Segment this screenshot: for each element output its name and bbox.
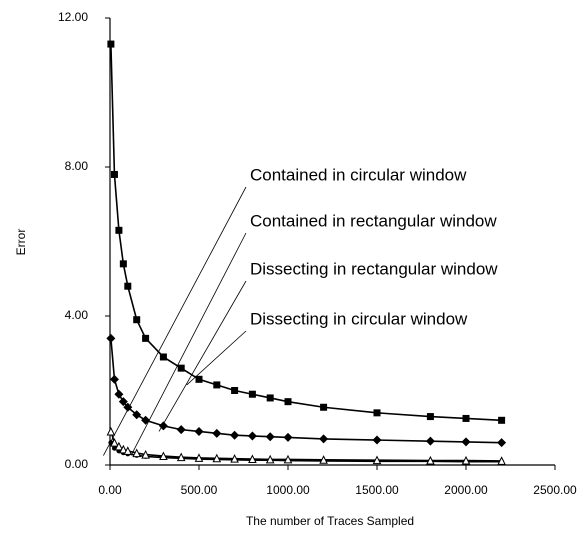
x-tick-label: 500.00	[181, 483, 218, 497]
marker	[461, 437, 471, 447]
marker	[425, 436, 435, 446]
marker	[132, 410, 142, 420]
marker	[461, 455, 471, 465]
marker	[106, 426, 116, 436]
marker	[194, 453, 204, 462]
marker	[230, 454, 239, 463]
marker	[212, 428, 222, 438]
leader-line	[130, 232, 247, 456]
marker	[372, 455, 382, 465]
marker	[110, 438, 119, 447]
marker	[265, 432, 275, 442]
marker	[284, 398, 292, 406]
marker	[319, 455, 328, 464]
y-axis-label: Error	[14, 229, 28, 256]
marker	[212, 453, 222, 463]
marker	[497, 438, 507, 448]
x-tick-label: 2000.00	[444, 483, 488, 497]
leader-line	[158, 280, 247, 432]
marker	[177, 364, 185, 372]
marker	[426, 455, 435, 465]
marker	[248, 454, 257, 464]
x-axis-label: The number of Traces Sampled	[246, 514, 414, 528]
marker	[106, 333, 116, 343]
marker	[265, 454, 275, 464]
marker	[247, 431, 257, 441]
marker	[142, 334, 150, 342]
marker	[176, 425, 186, 435]
marker	[372, 435, 382, 445]
marker	[159, 451, 168, 461]
y-tick-label: 4.00	[65, 308, 89, 322]
marker	[132, 448, 142, 458]
marker	[141, 415, 151, 425]
marker	[498, 416, 506, 424]
y-tick-label: 12.00	[58, 10, 88, 24]
y-tick-label: 8.00	[65, 159, 89, 173]
marker	[115, 226, 123, 234]
marker	[283, 454, 293, 464]
fit-line	[110, 442, 502, 463]
marker	[248, 390, 256, 398]
marker	[107, 40, 115, 48]
marker	[462, 414, 470, 422]
x-tick-label: 1500.00	[355, 483, 399, 497]
fit-line	[110, 44, 502, 422]
leader-line	[186, 330, 247, 386]
marker	[114, 389, 124, 399]
y-tick-label: 0.00	[65, 457, 89, 471]
x-tick-label: 2500.00	[533, 483, 577, 497]
marker	[283, 432, 293, 442]
marker	[266, 394, 274, 402]
leader-line	[103, 186, 247, 456]
marker	[109, 374, 119, 384]
marker	[319, 434, 329, 444]
fit-line	[110, 338, 502, 444]
marker	[110, 170, 118, 178]
annotation: Contained in rectangular window	[250, 211, 497, 230]
marker	[123, 446, 133, 455]
marker	[114, 441, 124, 451]
marker	[230, 430, 240, 440]
marker	[231, 387, 239, 394]
fit-line	[110, 431, 502, 462]
marker	[119, 260, 127, 268]
marker	[195, 375, 203, 383]
marker	[194, 426, 204, 436]
x-tick-label: 1000.00	[266, 483, 310, 497]
marker	[118, 397, 128, 407]
marker	[133, 316, 141, 324]
x-tick-label: 0.00	[98, 483, 122, 497]
marker	[123, 402, 133, 412]
marker	[497, 456, 506, 465]
marker	[373, 409, 381, 417]
annotation: Contained in circular window	[250, 165, 467, 184]
marker	[213, 381, 221, 389]
annotation: Dissecting in circular window	[250, 309, 468, 328]
annotation: Dissecting in rectangular window	[250, 259, 498, 278]
marker	[320, 403, 328, 411]
marker	[141, 449, 150, 459]
marker	[176, 452, 186, 462]
marker	[119, 444, 128, 454]
marker	[426, 413, 434, 421]
marker	[124, 282, 132, 290]
marker	[159, 353, 167, 361]
